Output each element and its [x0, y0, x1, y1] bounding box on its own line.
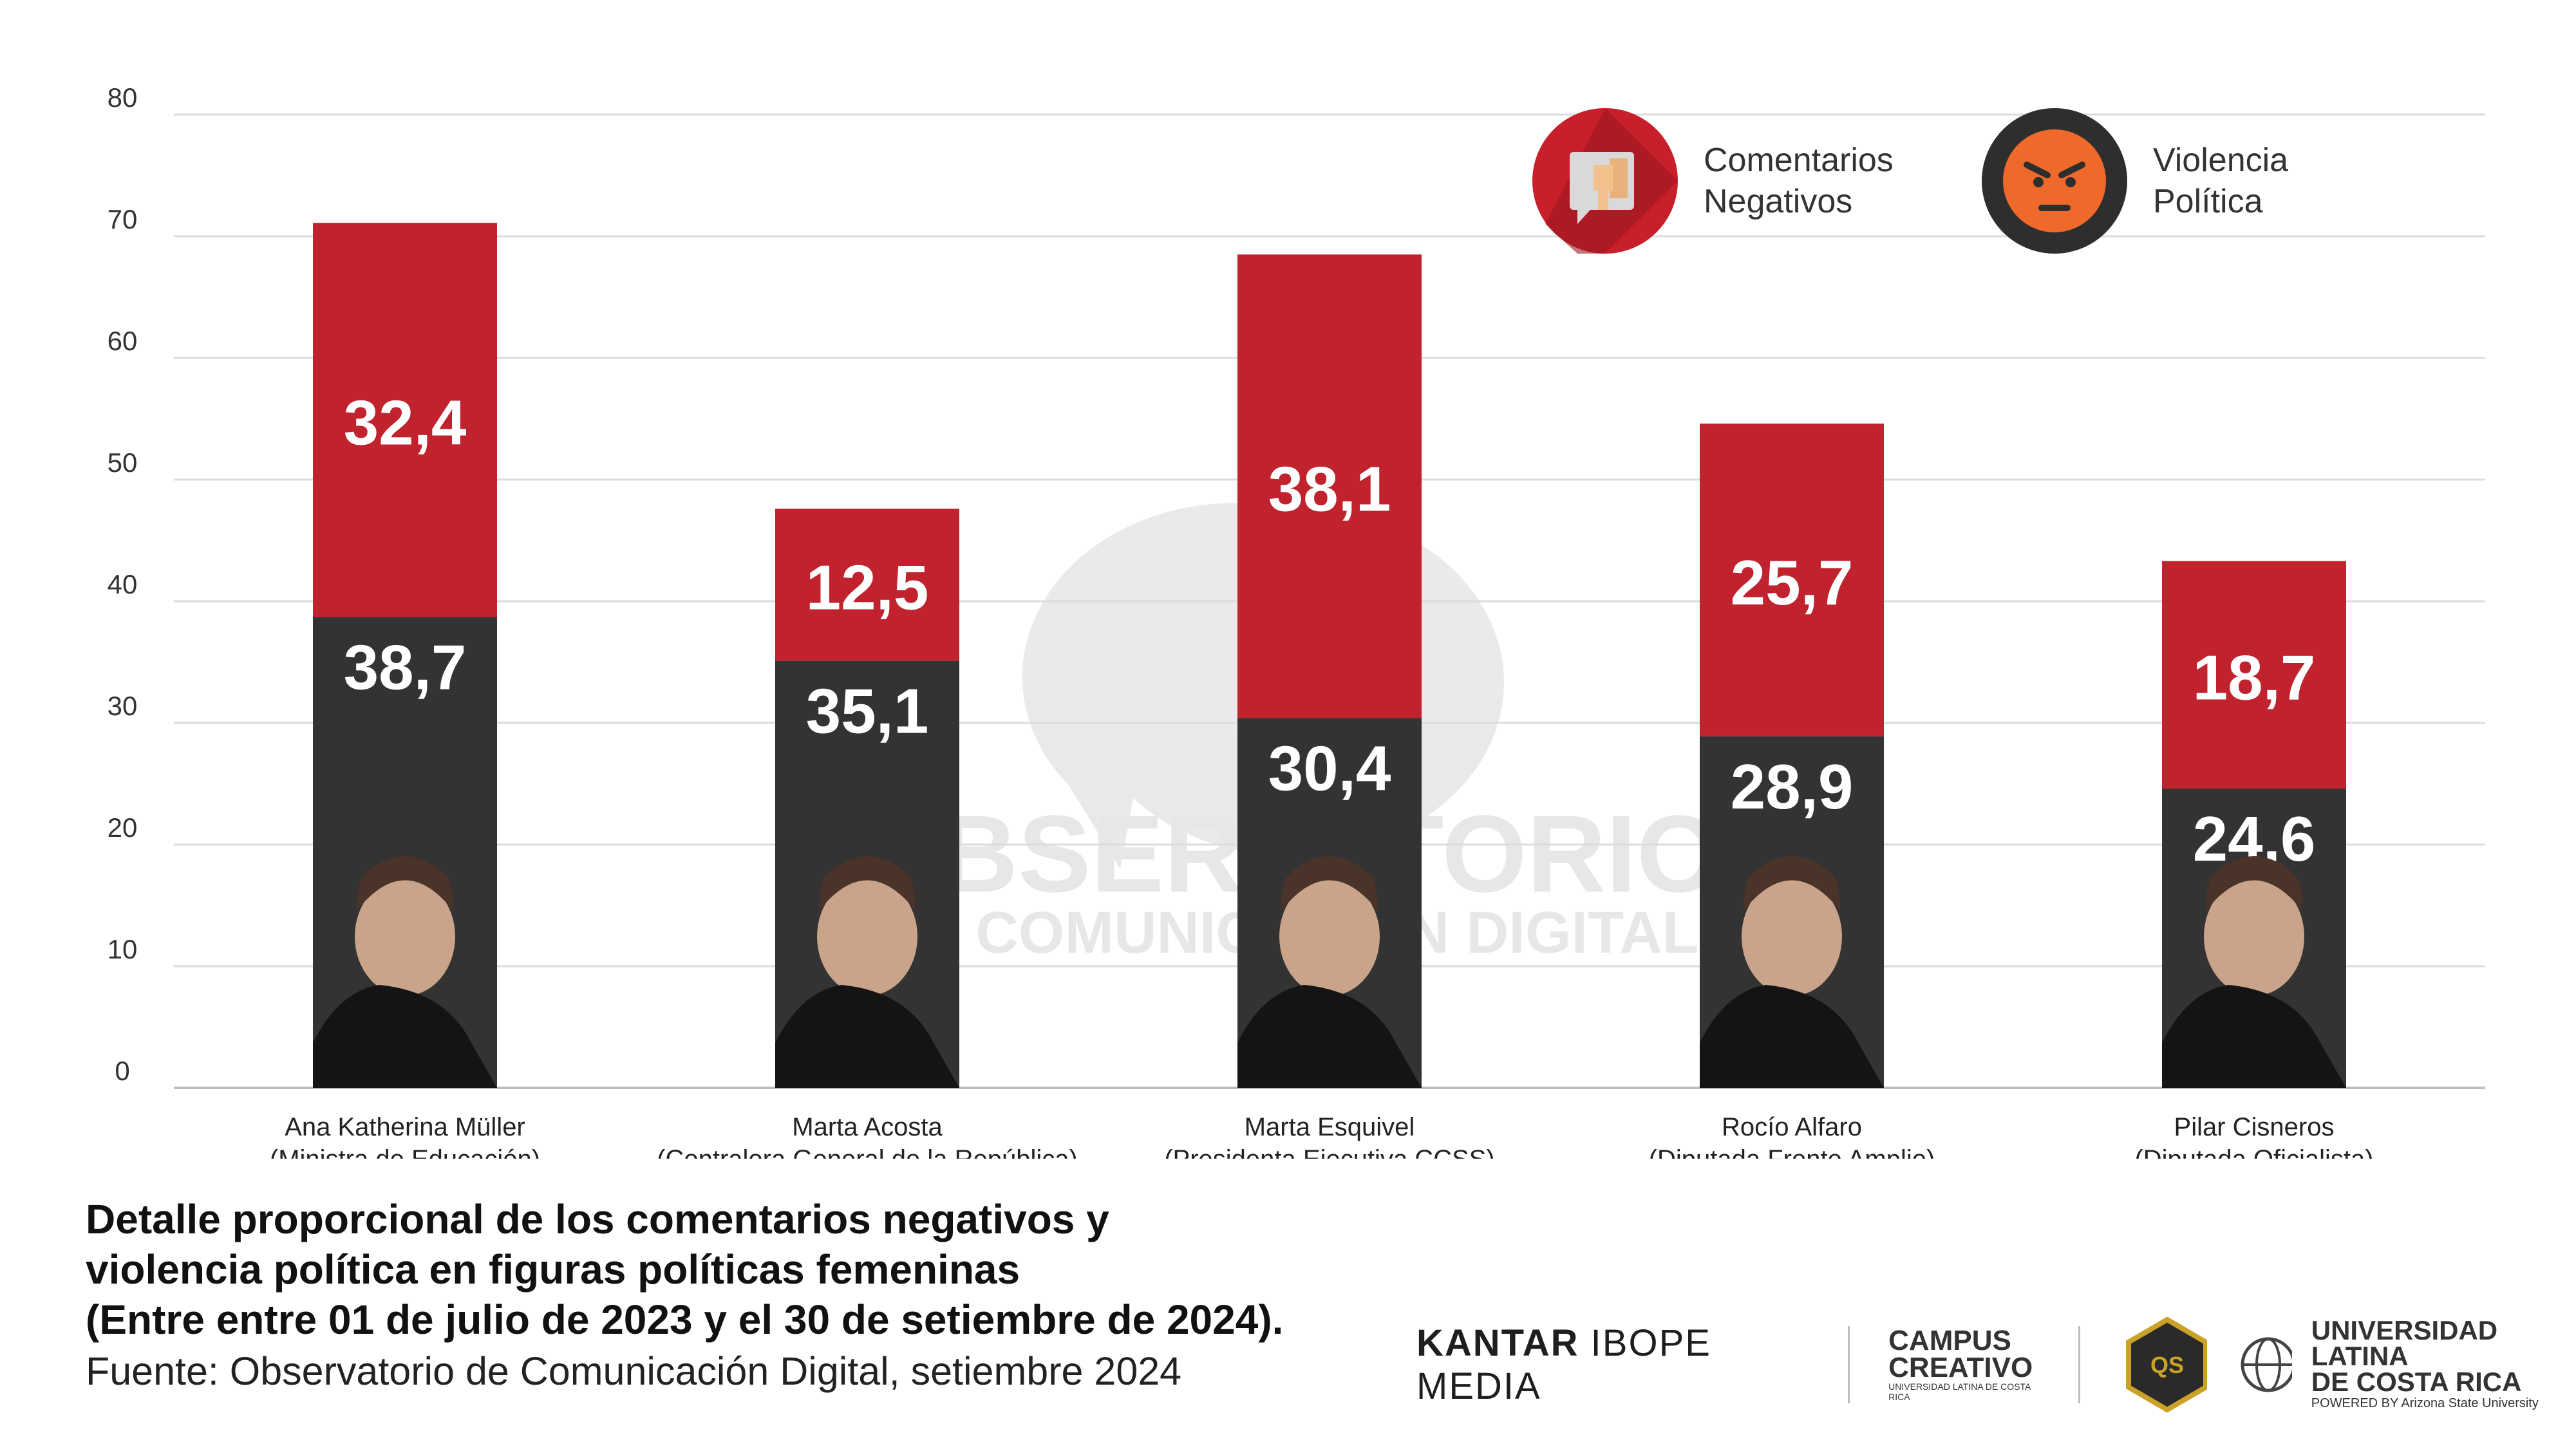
kantar-logo: KANTAR IBOPE MEDIA: [1416, 1322, 1711, 1407]
portrait-hair: [819, 856, 916, 911]
legend-negativos-label-1: Comentarios: [1704, 142, 1894, 179]
portrait-face: [355, 877, 455, 996]
legend-violencia: Violencia Política: [1982, 108, 2398, 254]
legend-violencia-label-1: Violencia: [2153, 142, 2289, 179]
x-category-name: Pilar Cisneros: [2174, 1113, 2335, 1141]
logo-divider: [2078, 1326, 2081, 1403]
caption-line-2: violencia política en figuras políticas …: [86, 1246, 1020, 1293]
data-label: 30,4: [1268, 733, 1391, 803]
qs-badge-icon: QS: [2126, 1316, 2207, 1413]
y-tick-label: 0: [115, 1056, 129, 1086]
caption-source: Fuente: Observatorio de Comunicación Dig…: [86, 1349, 1182, 1393]
portrait-body: [775, 985, 959, 1088]
data-label: 25,7: [1731, 547, 1854, 618]
data-label: 12,5: [806, 552, 929, 622]
data-label: 28,9: [1731, 751, 1854, 822]
ulatina-logo: UNIVERSIDAD LATINA DE COSTA RICA POWERED…: [2311, 1315, 2539, 1411]
y-tick-label: 80: [108, 82, 138, 113]
bar-negativos: [1700, 424, 1884, 736]
portrait-hair: [1744, 856, 1840, 911]
x-category-name: Ana Katherina Müller: [285, 1113, 525, 1141]
portrait-face: [2204, 877, 2304, 996]
globe-icon: [2241, 1337, 2292, 1392]
stacked-bar-chart: OBSERVATORIODE COMUNICACIÓN DIGITAL01020…: [108, 82, 2485, 1159]
portrait-body: [1700, 985, 1884, 1088]
portrait-body: [1237, 985, 1422, 1088]
bar-negativos: [2162, 561, 2346, 789]
chart-caption: Detalle proporcional de los comentarios …: [86, 1194, 1283, 1396]
logo-divider: [1847, 1326, 1850, 1403]
y-tick-label: 20: [108, 812, 138, 843]
portrait-hair: [1281, 856, 1378, 911]
x-category-role: (Diputada Oficialista): [2134, 1145, 2373, 1159]
bar-negativos: [775, 509, 959, 661]
bar-negativos: [1237, 254, 1422, 718]
y-tick-label: 60: [108, 326, 138, 356]
portrait-face: [817, 877, 917, 996]
y-tick-label: 70: [108, 204, 138, 234]
y-tick-label: 10: [108, 934, 138, 964]
portrait-hair: [357, 856, 453, 911]
sponsor-logos: KANTAR IBOPE MEDIA CAMPUS CREATIVO UNIVE…: [1416, 1307, 2576, 1423]
legend-negativos: Comentarios Negativos: [1532, 108, 1948, 254]
x-category-name: Marta Esquivel: [1245, 1113, 1415, 1141]
bar-negativos: [313, 223, 497, 617]
data-label: 38,7: [344, 632, 467, 703]
y-tick-label: 40: [108, 569, 138, 599]
thumbs-down-icon: [1532, 108, 1678, 254]
data-label: 18,7: [2193, 642, 2316, 713]
portrait-face: [1279, 877, 1380, 996]
portrait-face: [1742, 877, 1842, 996]
portrait-body: [313, 985, 497, 1088]
data-label: 38,1: [1268, 453, 1391, 524]
caption-line-3: (Entre entre 01 de julio de 2023 y el 30…: [86, 1296, 1284, 1343]
svg-text:QS: QS: [2150, 1352, 2184, 1378]
x-category-name: Marta Acosta: [792, 1113, 943, 1141]
y-tick-label: 50: [108, 447, 138, 478]
x-category-role: (Presidenta Ejecutiva CCSS): [1164, 1145, 1495, 1159]
x-category-name: Rocío Alfaro: [1722, 1113, 1862, 1141]
portrait-body: [2162, 985, 2346, 1088]
campus-creativo-logo: CAMPUS CREATIVO UNIVERSIDAD LATINA DE CO…: [1888, 1325, 2033, 1403]
legend-violencia-label-2: Política: [2153, 183, 2263, 220]
x-category-role: (Ministra de Educación): [270, 1145, 540, 1159]
data-label: 32,4: [344, 387, 467, 458]
x-category-role: (Diputada Frente Amplio): [1649, 1145, 1935, 1159]
x-category-role: (Contralora General de la República): [657, 1145, 1078, 1159]
y-tick-label: 30: [108, 691, 138, 721]
data-label: 35,1: [806, 676, 929, 747]
portrait-hair: [2206, 856, 2302, 911]
legend-negativos-label-2: Negativos: [1704, 183, 1853, 220]
angry-face-icon: [1982, 108, 2127, 254]
caption-line-1: Detalle proporcional de los comentarios …: [86, 1196, 1109, 1242]
